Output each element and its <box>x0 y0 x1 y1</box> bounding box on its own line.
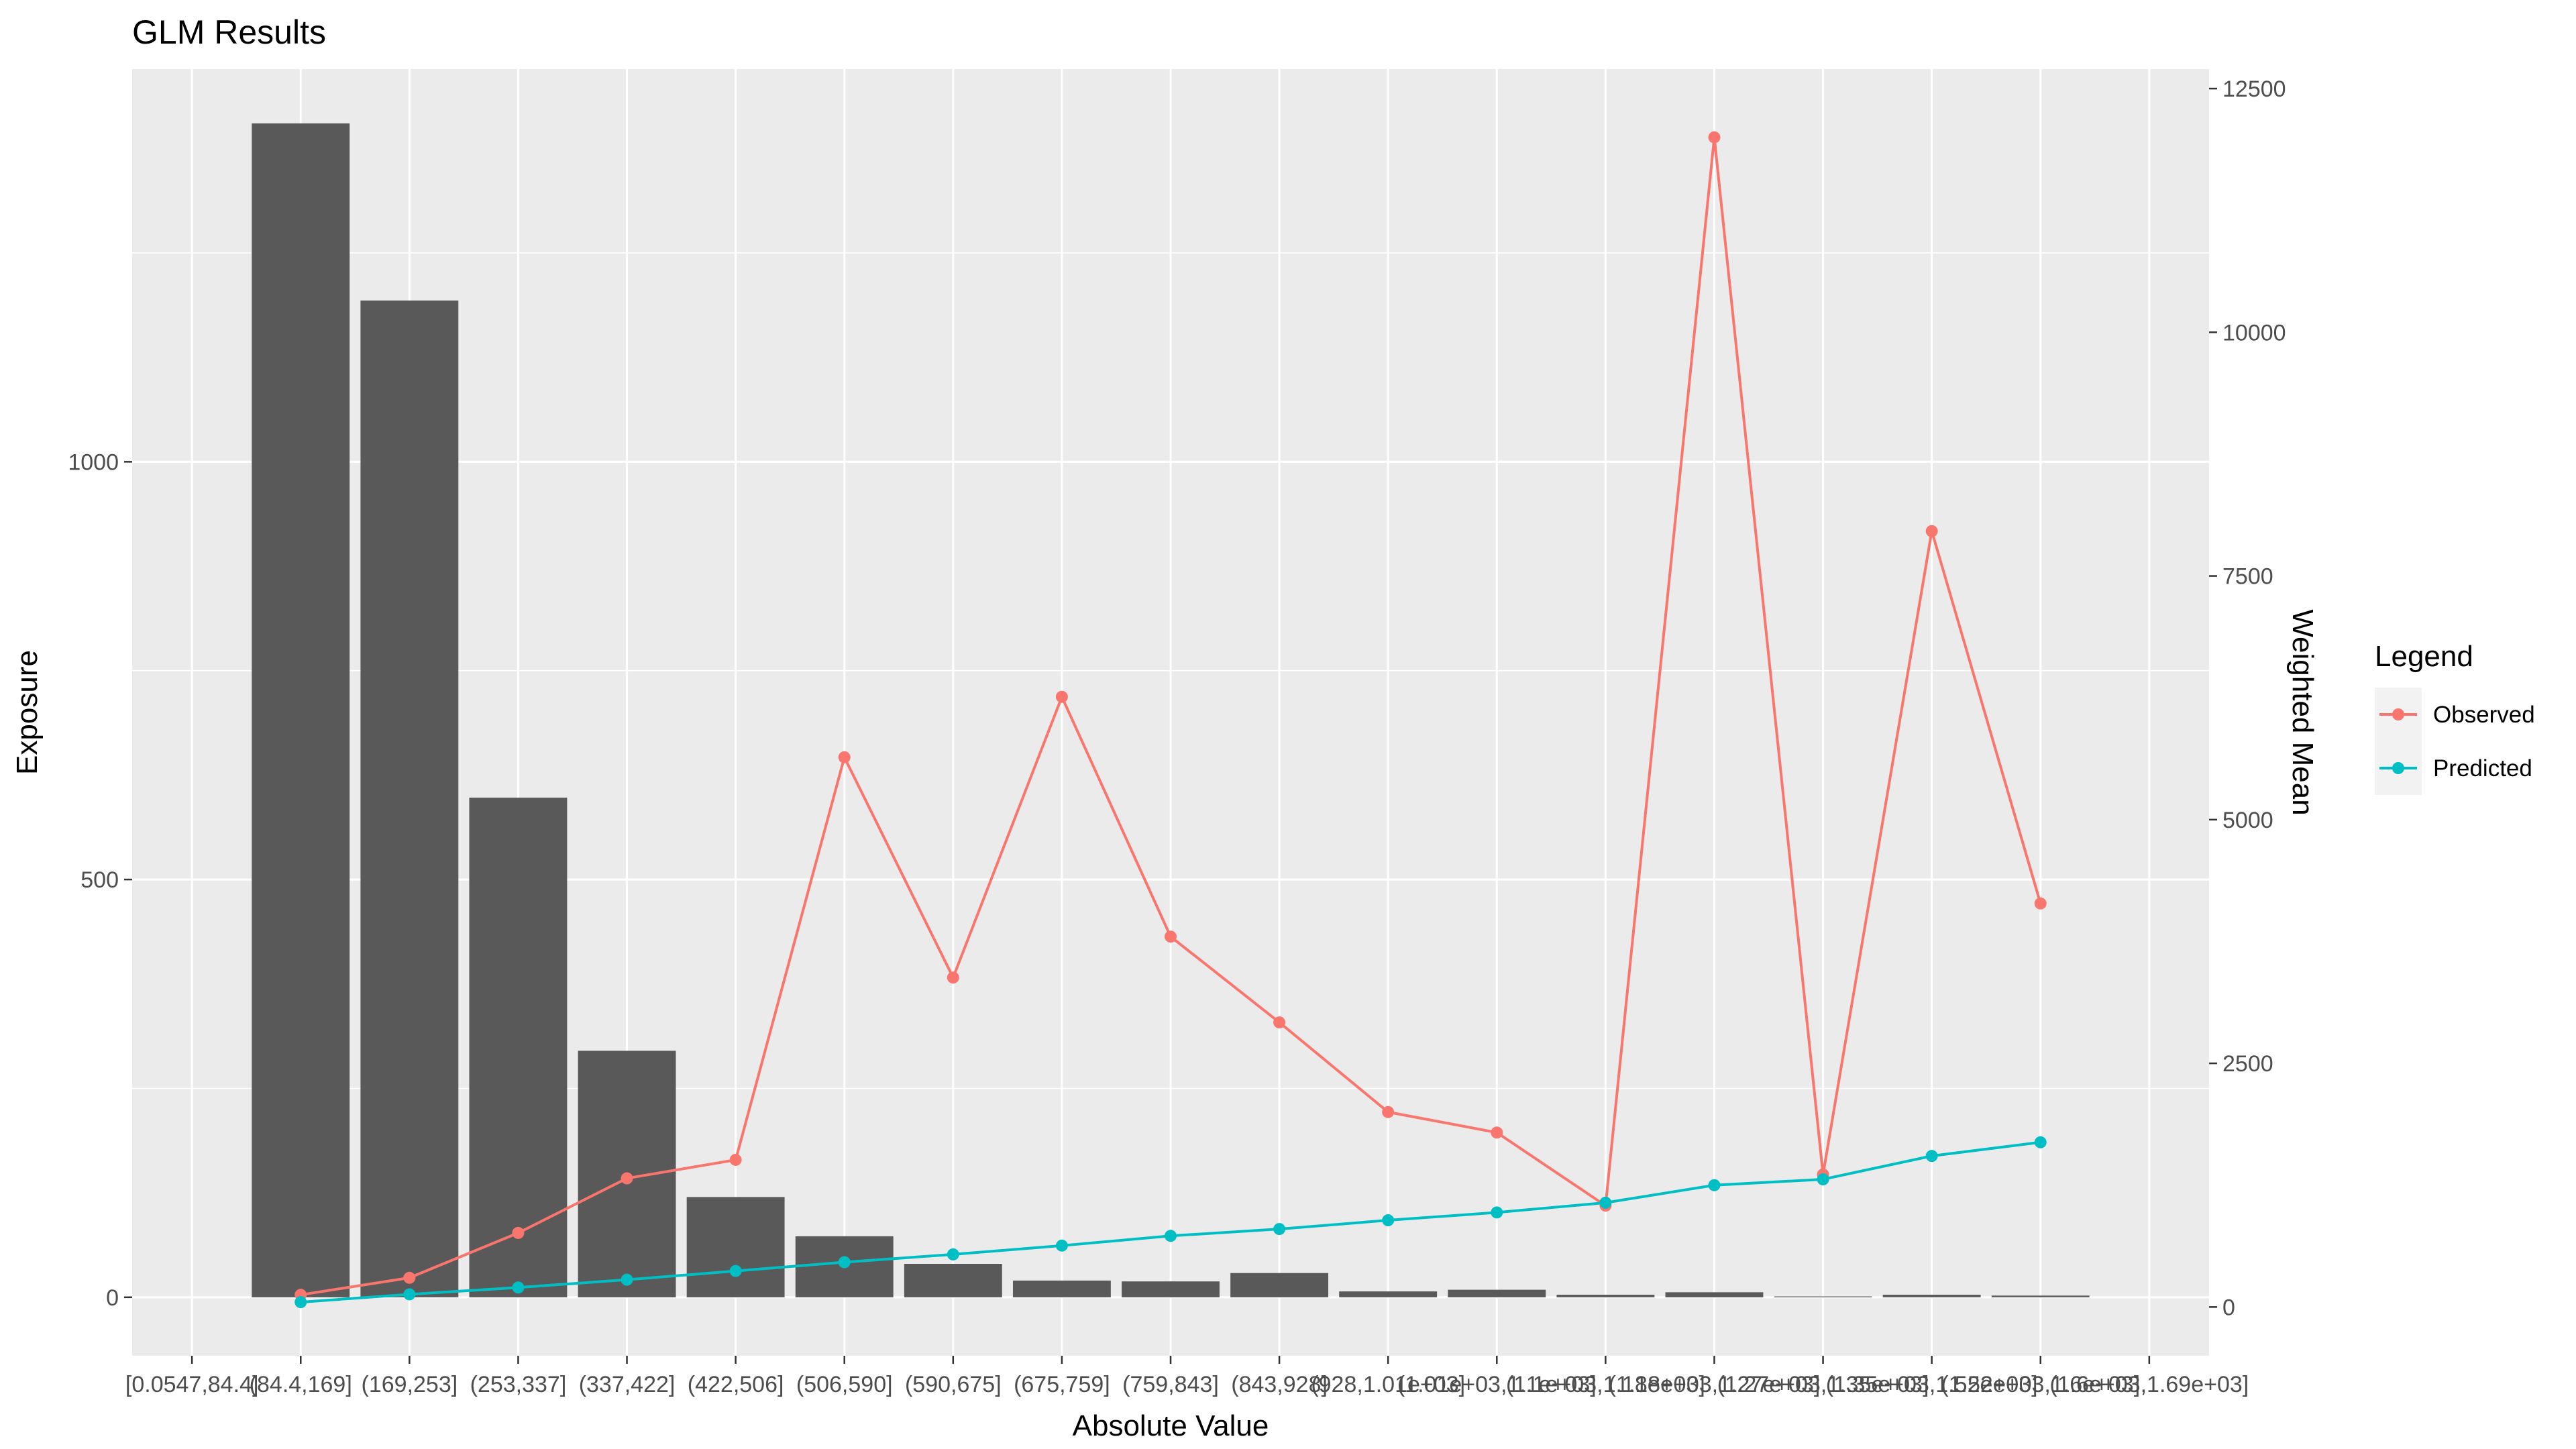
x-axis-tick-label: (759,843] <box>1122 1372 1219 1397</box>
exposure-bars <box>252 123 2090 1297</box>
predicted-point <box>1708 1179 1721 1191</box>
x-axis-tick-label: (1.18e+03,1.27e+03] <box>1609 1372 1821 1397</box>
x-axis-tick-label: (1.01e+03,1.1e+03] <box>1397 1372 1597 1397</box>
x-axis-tick-label: (843,928] <box>1231 1372 1328 1397</box>
x-axis-tick-label: (337,422] <box>579 1372 676 1397</box>
legend: Legend Observed Predicted <box>2375 640 2535 795</box>
exposure-bar <box>360 300 459 1297</box>
predicted-point <box>1599 1196 1612 1209</box>
x-axis-tick-label: (675,759] <box>1014 1372 1110 1397</box>
legend-key-observed-marker <box>2392 708 2404 720</box>
x-axis-tick-label: (506,590] <box>796 1372 893 1397</box>
predicted-point <box>947 1248 959 1260</box>
exposure-bar <box>1991 1295 2090 1297</box>
observed-point <box>1273 1016 1286 1029</box>
exposure-bar <box>904 1264 1002 1297</box>
legend-title: Legend <box>2375 640 2473 673</box>
observed-point <box>1055 690 1068 703</box>
legend-label-predicted: Predicted <box>2433 755 2532 782</box>
secondary-y-axis-tick-label: 10000 <box>2222 320 2286 345</box>
y-axis-title: Exposure <box>11 650 44 775</box>
predicted-point <box>1817 1173 1829 1186</box>
exposure-bar <box>1122 1281 1220 1297</box>
secondary-y-axis-tick-label: 2500 <box>2222 1051 2273 1077</box>
exposure-bar <box>252 123 350 1297</box>
exposure-bar <box>1665 1292 1764 1297</box>
secondary-y-axis-tick-label: 7500 <box>2222 564 2273 590</box>
secondary-y-axis-tick-label: 12500 <box>2222 76 2286 102</box>
exposure-bar <box>686 1197 785 1297</box>
predicted-point <box>403 1288 416 1301</box>
exposure-bar <box>1012 1280 1111 1297</box>
observed-point <box>621 1172 633 1185</box>
exposure-bar <box>1230 1273 1329 1297</box>
legend-key-predicted-marker <box>2392 762 2404 774</box>
x-axis-tick-label: (422,506] <box>688 1372 784 1397</box>
observed-point <box>838 751 851 763</box>
x-axis-tick-label: (1.52e+03,1.6e+03] <box>1941 1372 2140 1397</box>
exposure-bar <box>469 798 568 1297</box>
observed-point <box>2034 897 2047 910</box>
observed-point <box>1165 930 1177 943</box>
predicted-point <box>1165 1230 1177 1242</box>
axes: 0500100002500500075001000012500[0.0547,8… <box>68 76 2286 1397</box>
x-axis-tick-label: (1.1e+03,1.18e+03] <box>1506 1372 1705 1397</box>
x-axis-tick-label: (169,253] <box>362 1372 458 1397</box>
predicted-point <box>512 1281 525 1294</box>
predicted-point <box>621 1273 633 1286</box>
predicted-point <box>2034 1136 2047 1148</box>
observed-point <box>403 1271 416 1284</box>
x-axis-tick-label: (84.4,169] <box>250 1372 352 1397</box>
predicted-point <box>1925 1150 1938 1163</box>
observed-point <box>1491 1126 1503 1139</box>
predicted-point <box>729 1265 742 1277</box>
x-axis-tick-label: (1.6e+03,1.69e+03] <box>2049 1372 2249 1397</box>
exposure-bar <box>1339 1291 1438 1297</box>
legend-label-observed: Observed <box>2433 702 2535 728</box>
secondary-y-axis-tick-label: 0 <box>2222 1295 2235 1320</box>
observed-point <box>729 1153 742 1166</box>
predicted-point <box>1273 1223 1286 1236</box>
x-axis-tick-label: (928,1.01e+03] <box>1311 1372 1465 1397</box>
observed-point <box>1382 1106 1395 1118</box>
predicted-point <box>294 1296 307 1309</box>
predicted-point <box>1491 1206 1503 1219</box>
secondary-y-axis-tick-label: 5000 <box>2222 808 2273 833</box>
predicted-point <box>1382 1214 1395 1227</box>
y-axis-tick-label: 0 <box>106 1285 119 1311</box>
exposure-bar <box>1882 1295 1981 1297</box>
exposure-bar <box>1556 1295 1655 1297</box>
x-axis-tick-label: (253,337] <box>470 1372 567 1397</box>
observed-point <box>947 971 959 984</box>
observed-point <box>1708 131 1721 144</box>
observed-point <box>1925 525 1938 537</box>
observed-point <box>512 1226 525 1239</box>
predicted-point <box>838 1256 851 1269</box>
predicted-point <box>1055 1239 1068 1252</box>
exposure-bar <box>1448 1289 1546 1297</box>
x-axis-tick-label: (590,675] <box>905 1372 1002 1397</box>
x-axis-title: Absolute Value <box>1073 1409 1269 1442</box>
chart-title: GLM Results <box>132 13 326 51</box>
y-axis-tick-label: 500 <box>80 867 119 893</box>
x-axis-tick-label: (1.35e+03,1.52e+03] <box>1826 1372 2038 1397</box>
x-axis-tick-label: (1.27e+03,1.35e+03] <box>1717 1372 1929 1397</box>
secondary-y-axis-title: Weighted Mean <box>2286 609 2319 815</box>
weighted-mean-lines <box>294 131 2047 1309</box>
y-axis-tick-label: 1000 <box>68 449 119 475</box>
x-axis-tick-label: [0.0547,84.4] <box>125 1372 259 1397</box>
